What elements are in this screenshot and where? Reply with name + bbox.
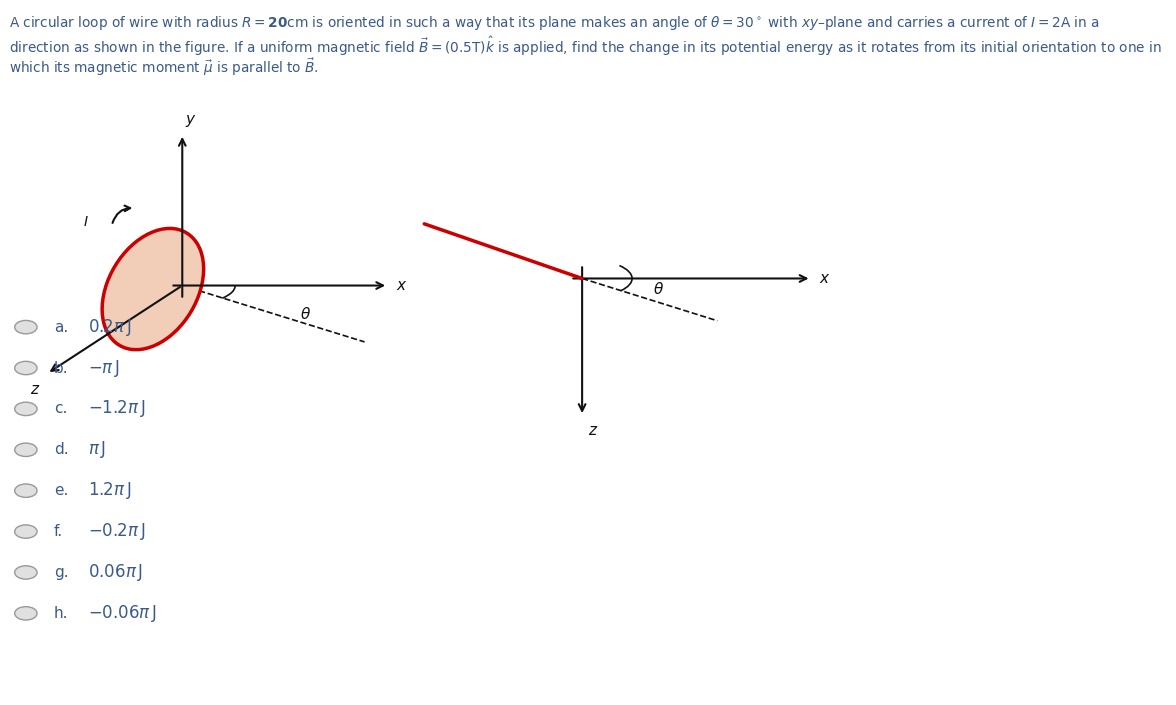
Text: b.: b. — [54, 360, 68, 376]
Text: a.: a. — [54, 319, 68, 335]
Text: $0.2\pi\,\mathrm{J}$: $0.2\pi\,\mathrm{J}$ — [88, 317, 132, 338]
Ellipse shape — [102, 228, 203, 350]
Text: I: I — [83, 215, 88, 229]
Text: $-0.2\pi\,\mathrm{J}$: $-0.2\pi\,\mathrm{J}$ — [88, 521, 146, 542]
Text: $1.2\pi\,\mathrm{J}$: $1.2\pi\,\mathrm{J}$ — [88, 480, 132, 501]
Text: A circular loop of wire with radius $R = \mathbf{20}$cm is oriented in such a wa: A circular loop of wire with radius $R =… — [9, 14, 1101, 32]
Text: x: x — [820, 271, 829, 286]
Circle shape — [14, 484, 36, 498]
Circle shape — [14, 320, 36, 333]
Text: c.: c. — [54, 401, 67, 417]
Text: e.: e. — [54, 483, 68, 498]
Text: d.: d. — [54, 442, 68, 458]
Text: $\theta$: $\theta$ — [653, 281, 663, 297]
Circle shape — [14, 565, 36, 580]
Text: direction as shown in the figure. If a uniform magnetic field $\vec{B} = (0.5\ma: direction as shown in the figure. If a u… — [9, 35, 1162, 59]
Text: x: x — [396, 278, 406, 293]
Text: $\theta$: $\theta$ — [300, 306, 310, 321]
Circle shape — [14, 443, 36, 457]
Text: y: y — [186, 112, 195, 127]
Text: g.: g. — [54, 565, 68, 580]
Circle shape — [14, 606, 36, 620]
Text: $-\pi\,\mathrm{J}$: $-\pi\,\mathrm{J}$ — [88, 357, 120, 379]
Text: which its magnetic moment $\vec{\mu}$ is parallel to $\vec{B}$.: which its magnetic moment $\vec{\mu}$ is… — [9, 56, 319, 78]
Text: h.: h. — [54, 606, 68, 621]
FancyArrowPatch shape — [113, 206, 131, 223]
Circle shape — [14, 361, 36, 374]
Text: z: z — [29, 382, 38, 397]
Text: $0.06\pi\,\mathrm{J}$: $0.06\pi\,\mathrm{J}$ — [88, 562, 143, 583]
Text: z: z — [588, 423, 596, 438]
Text: $-1.2\pi\,\mathrm{J}$: $-1.2\pi\,\mathrm{J}$ — [88, 398, 146, 419]
Text: $\pi\,\mathrm{J}$: $\pi\,\mathrm{J}$ — [88, 439, 106, 460]
Text: $-0.06\pi\,\mathrm{J}$: $-0.06\pi\,\mathrm{J}$ — [88, 603, 158, 624]
Text: f.: f. — [54, 524, 64, 539]
Circle shape — [14, 525, 36, 539]
Circle shape — [14, 402, 36, 415]
